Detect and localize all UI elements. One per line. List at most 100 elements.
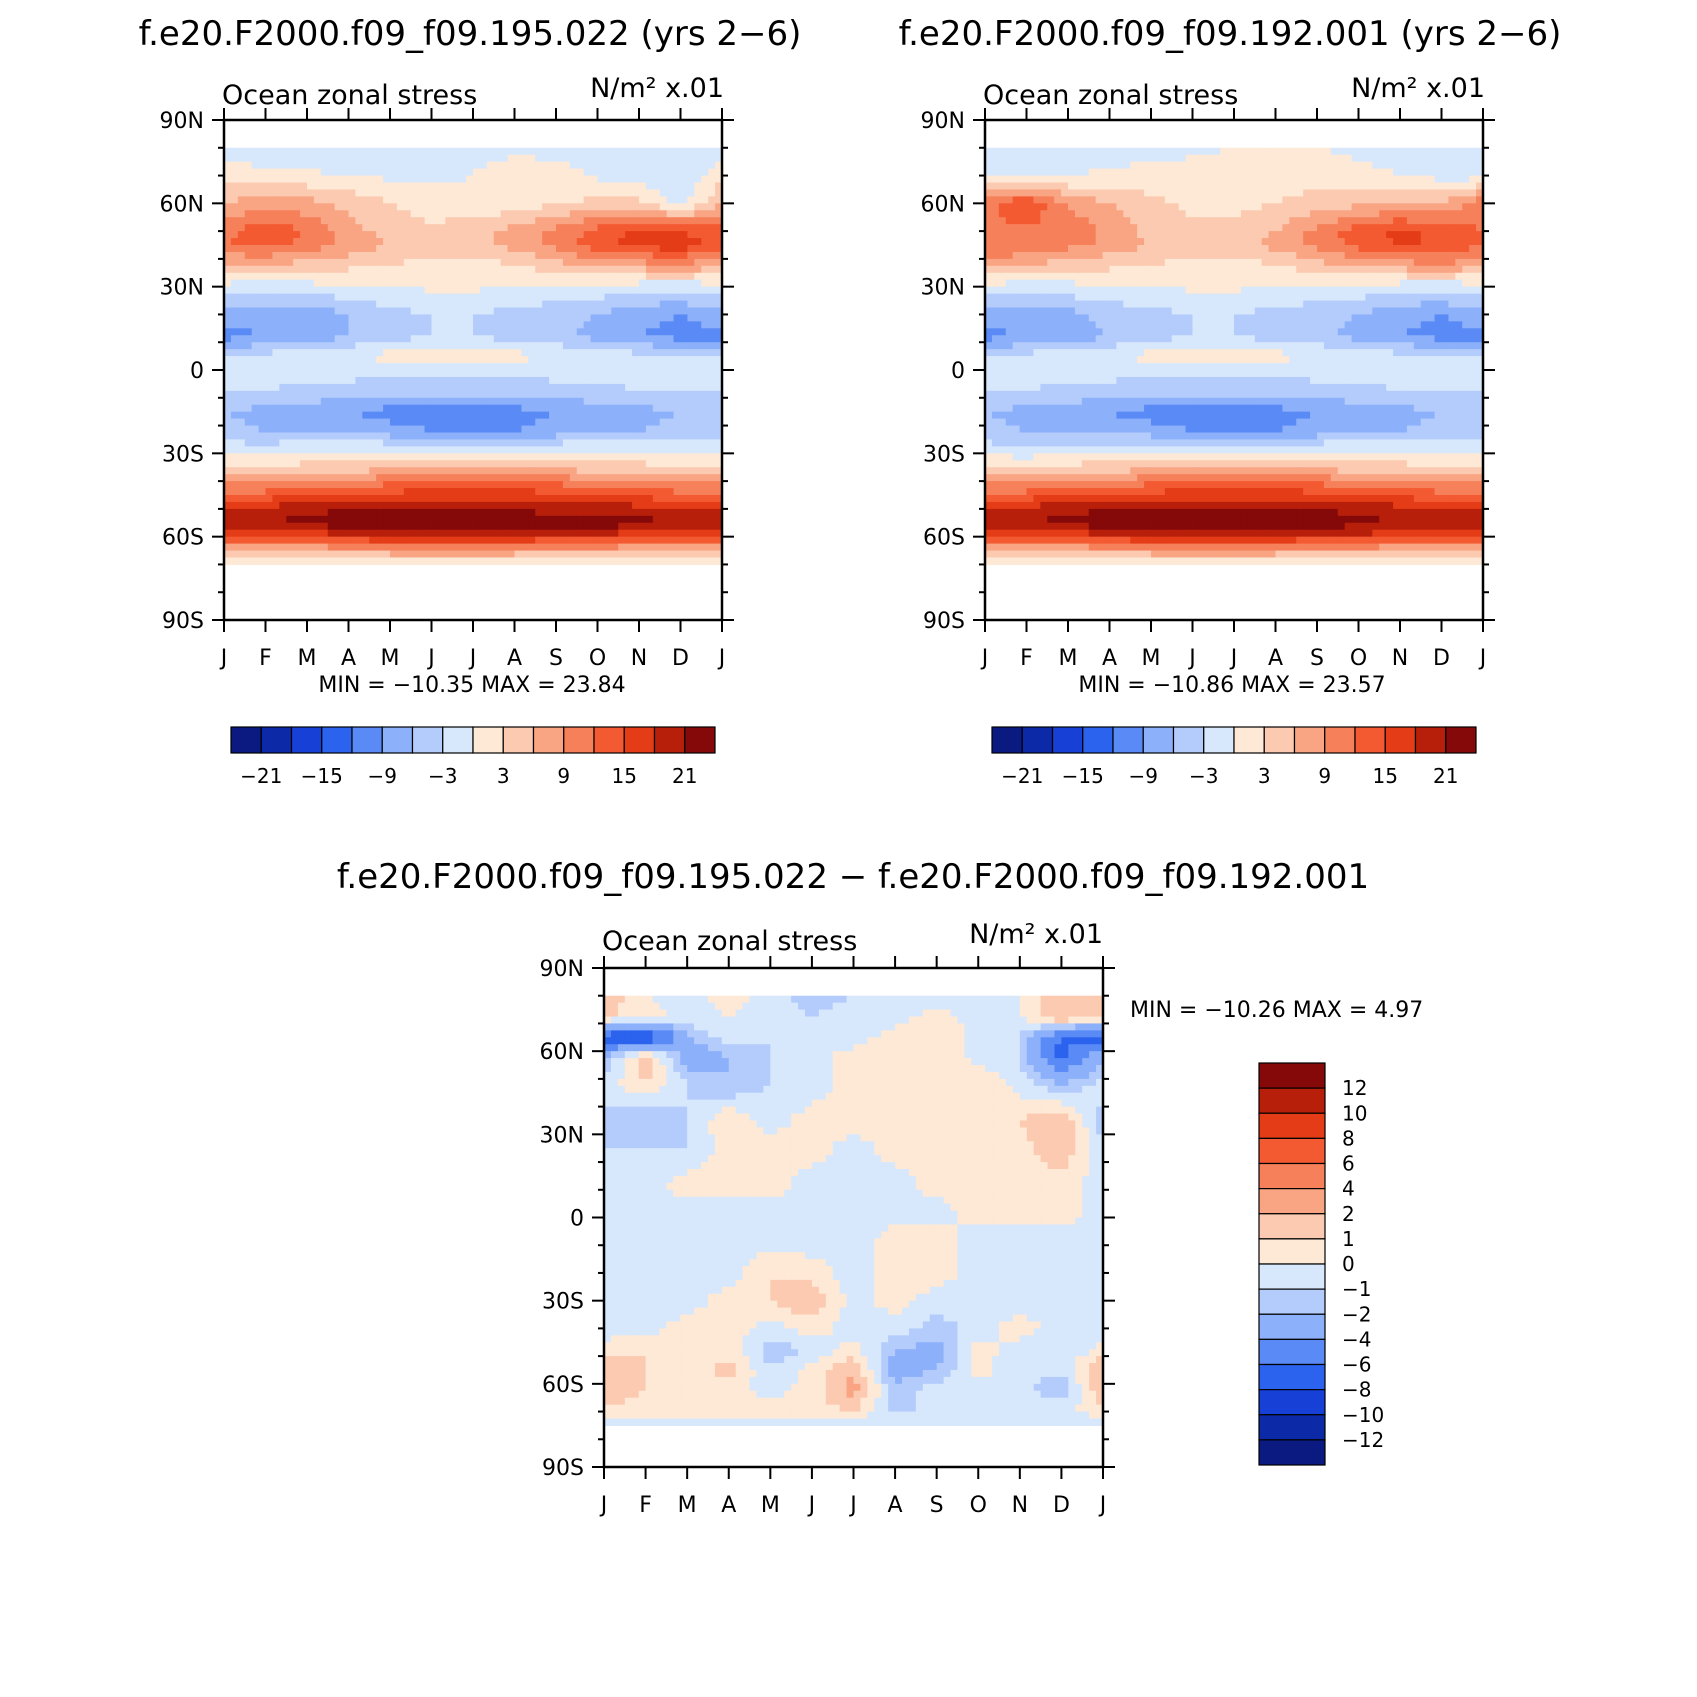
field-cell: [673, 376, 682, 385]
field-cell: [569, 432, 578, 441]
field-cell: [507, 543, 516, 552]
field-cell: [576, 238, 585, 246]
field-cell: [244, 349, 253, 357]
field-cell: [334, 321, 343, 329]
field-cell: [1247, 161, 1256, 170]
field-cell: [334, 522, 343, 531]
field-cell: [1296, 196, 1304, 204]
field-cell: [549, 175, 557, 184]
field-cell: [562, 335, 571, 343]
field-cell: [376, 349, 384, 357]
field-cell: [604, 501, 612, 510]
field-cell: [272, 335, 280, 343]
field-cell: [417, 474, 426, 482]
field-cell: [272, 321, 280, 329]
field-cell: [466, 363, 474, 371]
field-cell: [286, 251, 294, 260]
field-cell: [383, 529, 391, 538]
field-cell: [625, 467, 633, 475]
field-cell: [673, 543, 682, 552]
field-cell: [632, 467, 640, 475]
field-cell: [632, 446, 640, 454]
field-cell: [396, 432, 405, 441]
field-cell: [272, 217, 280, 225]
field-cell: [611, 265, 619, 274]
field-cell: [258, 550, 267, 559]
field-cell: [230, 363, 239, 371]
field-cell: [396, 383, 405, 392]
field-cell: [535, 161, 543, 170]
field-cell: [1185, 168, 1194, 177]
field-cell: [562, 508, 571, 517]
field-cell: [376, 356, 384, 364]
field-cell: [293, 474, 301, 482]
field-cell: [424, 342, 433, 350]
field-cell: [556, 307, 564, 316]
field-cell: [507, 474, 516, 482]
field-cell: [403, 314, 412, 322]
colorbar-swatch: [472, 726, 504, 754]
field-cell: [514, 522, 523, 531]
field-cell: [230, 495, 239, 503]
field-cell: [445, 432, 453, 441]
field-cell: [466, 251, 474, 260]
field-cell: [618, 529, 626, 538]
field-cell: [645, 446, 654, 454]
field-cell: [576, 356, 585, 364]
field-cell: [286, 300, 294, 309]
field-cell: [569, 439, 578, 447]
field-cell: [445, 495, 453, 503]
field-cell: [694, 175, 702, 184]
field-cell: [1310, 161, 1318, 170]
field-cell: [265, 300, 274, 309]
field-cell: [562, 238, 571, 246]
field-cell: [403, 536, 412, 545]
field-cell: [244, 529, 253, 538]
field-cell: [618, 147, 626, 156]
field-cell: [244, 217, 253, 225]
field-cell: [313, 189, 322, 197]
field-cell: [1282, 154, 1290, 163]
field-cell: [286, 258, 294, 267]
field-cell: [313, 467, 322, 475]
field-cell: [597, 425, 606, 434]
field-cell: [445, 453, 453, 461]
field-cell: [466, 168, 474, 177]
field-cell: [362, 411, 370, 420]
field-cell: [680, 189, 689, 197]
field-cell: [542, 182, 550, 191]
field-cell: [549, 342, 557, 350]
field-cell: [590, 522, 599, 531]
field-cell: [237, 397, 246, 406]
field-cell: [320, 265, 329, 274]
field-cell: [438, 279, 446, 288]
field-cell: [611, 467, 619, 475]
field-cell: [279, 418, 287, 427]
field-cell: [431, 154, 440, 163]
field-cell: [445, 342, 453, 350]
field-cell: [403, 265, 412, 274]
field-cell: [265, 536, 274, 545]
field-cell: [417, 432, 426, 441]
field-cell: [687, 147, 695, 156]
field-cell: [362, 446, 370, 454]
field-cell: [417, 439, 426, 447]
field-cell: [542, 147, 550, 156]
field-cell: [230, 175, 239, 184]
field-cell: [1365, 147, 1373, 156]
field-cell: [348, 175, 357, 184]
field-cell: [528, 238, 536, 246]
field-cell: [334, 217, 343, 225]
field-cell: [265, 508, 274, 517]
field-cell: [320, 557, 329, 566]
field-cell: [652, 376, 661, 385]
field-cell: [390, 238, 398, 246]
field-cell: [224, 342, 232, 350]
field-cell: [431, 446, 440, 454]
field-cell: [1192, 182, 1201, 191]
field-cell: [313, 474, 322, 482]
field-cell: [376, 508, 384, 517]
field-cell: [1033, 161, 1041, 170]
field-cell: [680, 147, 689, 156]
field-cell: [1393, 168, 1401, 177]
